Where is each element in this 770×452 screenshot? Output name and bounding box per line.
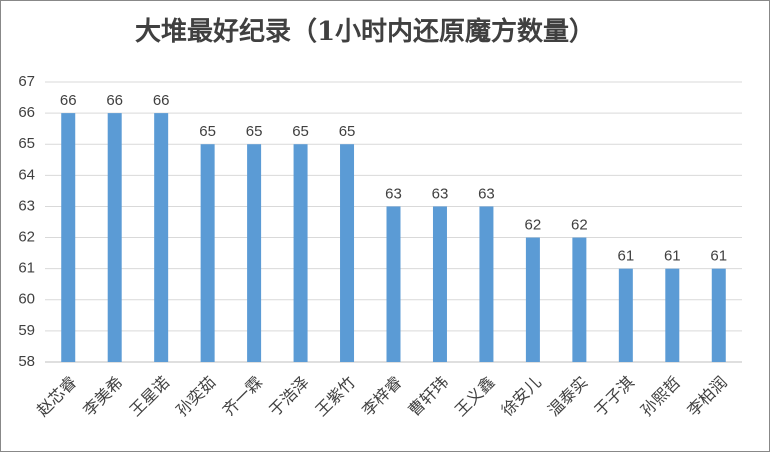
- data-label: 61: [710, 248, 727, 265]
- bar: [711, 268, 726, 362]
- data-label: 62: [525, 217, 542, 234]
- data-label: 65: [199, 123, 216, 140]
- bar: [293, 144, 308, 362]
- data-label: 61: [617, 248, 634, 265]
- bar: [247, 144, 262, 362]
- data-label: 66: [60, 92, 77, 109]
- bar: [107, 113, 122, 362]
- data-label: 65: [292, 123, 309, 140]
- chart-title: 大堆最好纪录（1小时内还原魔方数量）: [135, 16, 595, 47]
- data-label: 63: [432, 185, 449, 202]
- bar: [479, 206, 494, 362]
- bar: [525, 237, 540, 362]
- y-tick-label: 67: [18, 73, 35, 90]
- bar: [572, 237, 587, 362]
- y-tick-label: 63: [18, 197, 35, 214]
- y-tick-label: 59: [18, 322, 35, 339]
- bar: [340, 144, 355, 362]
- y-tick-label: 65: [18, 135, 35, 152]
- bar: [618, 268, 633, 362]
- data-label: 65: [339, 123, 356, 140]
- data-label: 66: [106, 92, 123, 109]
- data-label: 65: [246, 123, 263, 140]
- y-tick-label: 64: [18, 166, 35, 183]
- y-tick-label: 58: [18, 353, 35, 370]
- bar: [154, 113, 169, 362]
- y-tick-label: 60: [18, 291, 35, 308]
- bar: [665, 268, 680, 362]
- data-label: 62: [571, 217, 588, 234]
- data-label: 61: [664, 248, 681, 265]
- y-tick-label: 62: [18, 229, 35, 246]
- y-tick-label: 61: [18, 260, 35, 277]
- bar: [200, 144, 215, 362]
- bar: [386, 206, 401, 362]
- bar: [61, 113, 76, 362]
- data-label: 63: [478, 185, 495, 202]
- data-label: 66: [153, 92, 170, 109]
- data-label: 63: [385, 185, 402, 202]
- bar: [432, 206, 447, 362]
- y-tick-label: 66: [18, 104, 35, 121]
